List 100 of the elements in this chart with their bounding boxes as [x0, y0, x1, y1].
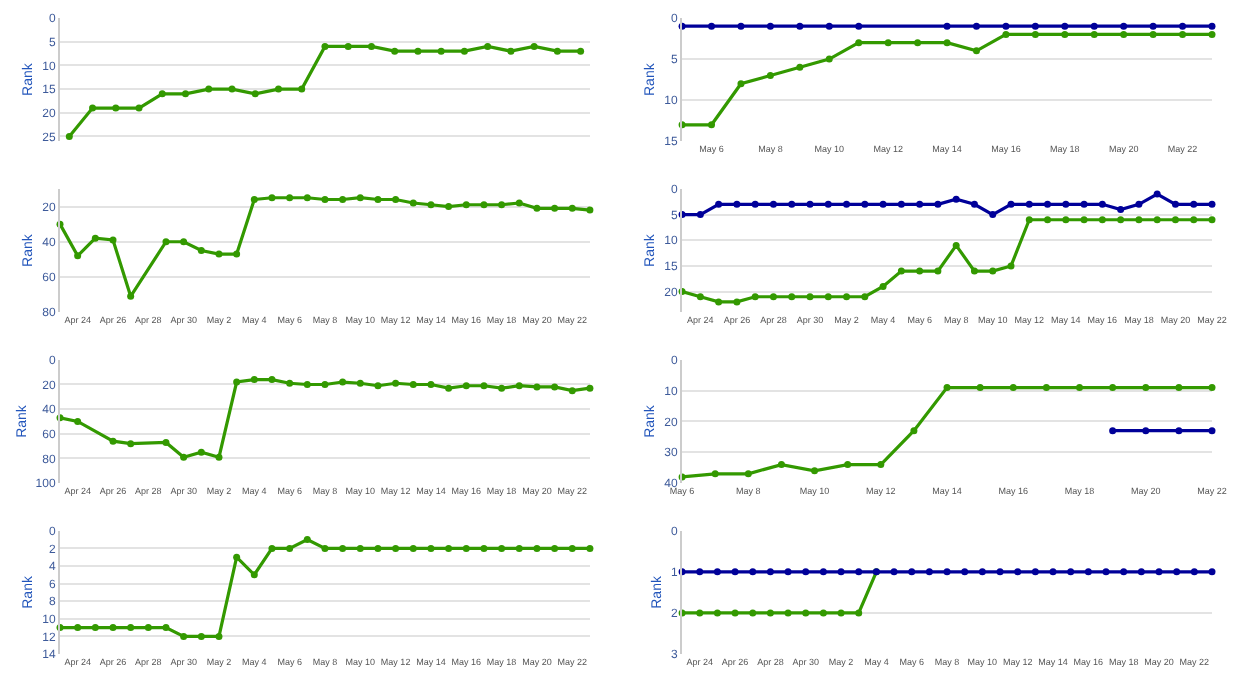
point: [788, 200, 796, 208]
point: [437, 47, 445, 55]
point: [551, 544, 559, 552]
point: [460, 47, 468, 55]
point: [1062, 216, 1070, 224]
point: [708, 121, 716, 129]
point: [897, 200, 905, 208]
point: [484, 42, 492, 50]
point: [1002, 22, 1010, 30]
point: [321, 380, 329, 388]
point: [551, 204, 559, 212]
point: [769, 293, 777, 301]
point: [180, 238, 188, 246]
point: [367, 42, 375, 50]
point: [1007, 262, 1015, 270]
point: [568, 544, 576, 552]
point: [777, 461, 785, 469]
point: [1153, 216, 1161, 224]
point: [498, 544, 506, 552]
point: [825, 22, 833, 30]
point: [409, 199, 417, 207]
point: [414, 47, 422, 55]
point: [162, 624, 170, 632]
point: [480, 382, 488, 390]
point: [250, 195, 258, 203]
point: [824, 293, 832, 301]
point: [480, 201, 488, 209]
point: [533, 383, 541, 391]
point: [766, 22, 774, 30]
point: [1090, 30, 1098, 38]
point: [515, 544, 523, 552]
point: [711, 470, 719, 478]
point: [825, 55, 833, 63]
point: [806, 293, 814, 301]
point: [197, 247, 205, 255]
point: [751, 293, 759, 301]
point: [356, 194, 364, 202]
point: [162, 238, 170, 246]
point: [158, 90, 166, 98]
point: [268, 544, 276, 552]
point: [392, 544, 400, 552]
point: [251, 90, 259, 98]
point: [577, 47, 585, 55]
point: [715, 298, 723, 306]
point: [162, 438, 170, 446]
point: [339, 544, 347, 552]
point: [952, 195, 960, 203]
point: [533, 544, 541, 552]
point: [182, 90, 189, 98]
point: [1120, 22, 1128, 30]
point: [109, 236, 117, 244]
point: [989, 267, 997, 275]
point: [445, 544, 453, 552]
point: [286, 379, 294, 387]
point: [344, 42, 352, 50]
point: [1208, 384, 1216, 392]
point: [445, 384, 453, 392]
point: [498, 201, 506, 209]
point: [1153, 190, 1161, 198]
point: [1208, 200, 1216, 208]
point: [462, 382, 470, 390]
point: [1117, 216, 1125, 224]
point: [1142, 384, 1150, 392]
point: [1208, 427, 1216, 435]
point: [1149, 22, 1157, 30]
point: [127, 624, 135, 632]
point: [1002, 30, 1010, 38]
point: [515, 199, 523, 207]
point: [586, 544, 594, 552]
point: [197, 448, 205, 456]
point: [1009, 384, 1017, 392]
point: [374, 544, 382, 552]
point: [65, 132, 73, 140]
point: [250, 571, 258, 579]
point: [916, 267, 924, 275]
point: [1080, 216, 1088, 224]
point: [498, 384, 506, 392]
point: [696, 211, 704, 219]
point: [1179, 30, 1187, 38]
point: [409, 380, 417, 388]
point: [480, 544, 488, 552]
point: [127, 292, 135, 300]
point: [1175, 384, 1183, 392]
point: [391, 47, 399, 55]
point: [1171, 200, 1179, 208]
point: [445, 203, 453, 211]
point: [1061, 22, 1069, 30]
point: [356, 544, 364, 552]
point: [109, 624, 117, 632]
point: [127, 440, 135, 448]
point: [744, 470, 752, 478]
point: [274, 85, 282, 93]
point: [1007, 200, 1015, 208]
point: [1190, 216, 1198, 224]
point: [1109, 427, 1117, 435]
point: [533, 204, 541, 212]
point: [1208, 30, 1216, 38]
point: [824, 200, 832, 208]
point: [568, 387, 576, 395]
point: [1175, 427, 1183, 435]
